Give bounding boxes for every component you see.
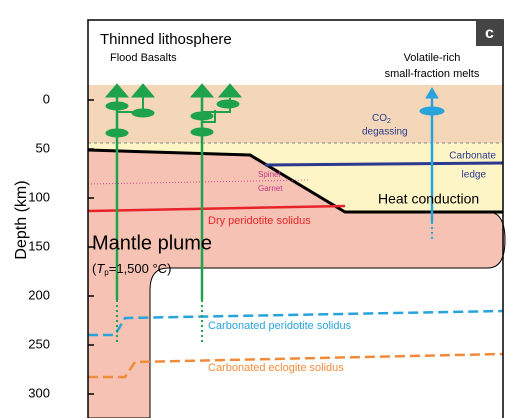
subtitle: Flood Basalts [110, 52, 177, 64]
spinel-label: Spinel [258, 170, 280, 179]
solidus-label: Carbonated peridotite solidus [208, 320, 352, 332]
plume-temp: (Tp=1,500 °C) [92, 261, 171, 277]
species: CO [372, 113, 387, 124]
solidus-label: Dry peridotite solidus [208, 215, 311, 227]
y-tick-label: 0 [43, 91, 50, 106]
t: =1,500 °C) [109, 261, 172, 276]
panel-label: c [485, 25, 494, 42]
melts-label: small-fraction melts [385, 68, 480, 80]
ledge-label: ledge [462, 170, 487, 181]
y-tick-label: 100 [28, 189, 50, 204]
degassing-label: degassing [362, 127, 408, 138]
y-tick-label: 50 [36, 140, 50, 155]
solidus-label: Carbonated eclogite solidus [208, 362, 344, 374]
y-tick-label: 300 [28, 385, 50, 400]
y-tick-label: 250 [28, 336, 50, 351]
ledge-label: Carbonate [449, 151, 496, 162]
plume-label: Mantle plume [92, 232, 212, 254]
melts-label: Volatile-rich [404, 52, 461, 64]
title: Thinned lithosphere [100, 31, 232, 48]
carbonate-ledge-line [265, 163, 503, 165]
heat-label: Heat conduction [378, 191, 479, 207]
subscript: 2 [387, 118, 391, 125]
y-tick-label: 200 [28, 287, 50, 302]
figure: c Thinned lithosphere Flood Basalts Vola… [0, 0, 516, 418]
y-tick-label: 150 [28, 238, 50, 253]
garnet-label: Garnet [258, 184, 283, 193]
